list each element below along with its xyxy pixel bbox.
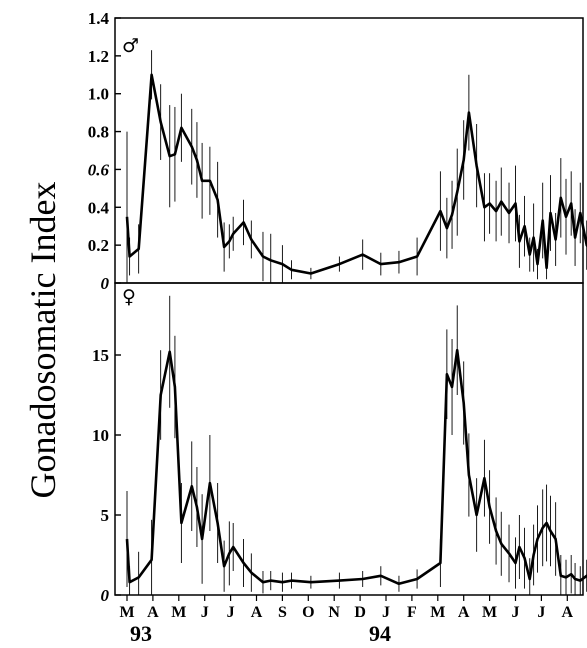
y-axis-label: Gonadosomatic Index bbox=[23, 182, 63, 499]
x-tick-label: J bbox=[512, 604, 520, 621]
male-y-tick-label: 0.8 bbox=[88, 123, 109, 142]
female-panel-frame bbox=[114, 282, 584, 596]
male-y-tick-label: 0 bbox=[101, 274, 110, 293]
male-series bbox=[125, 50, 587, 283]
x-tick-label: N bbox=[328, 604, 340, 621]
x-tick-label: A bbox=[147, 604, 159, 621]
x-axis: MAMJJASONDJFMAMJJAS bbox=[119, 595, 574, 621]
female-symbol: ♀ bbox=[122, 286, 136, 308]
female-series bbox=[125, 295, 587, 595]
x-tick-label: A bbox=[458, 604, 470, 621]
male-y-tick-label: 0.2 bbox=[88, 236, 109, 255]
x-tick-label: D bbox=[354, 604, 366, 621]
male-y-tick-label: 0.4 bbox=[88, 198, 110, 217]
male-y-tick-label: 1.2 bbox=[88, 47, 109, 66]
female-y-tick-label: 0 bbox=[101, 586, 110, 605]
x-tick-label: F bbox=[407, 604, 417, 621]
male-symbol: ♂ bbox=[122, 35, 139, 57]
female-gsi-line bbox=[125, 348, 587, 586]
male-gsi-line bbox=[125, 73, 587, 275]
male-y-tick-label: 0.6 bbox=[88, 160, 110, 179]
male-panel: ♂ 0 0.2 0.4 0.6 0.8 1.0 1.2 1.4 bbox=[88, 9, 587, 293]
x-tick-label: A bbox=[562, 604, 574, 621]
x-tick-label: J bbox=[537, 604, 545, 621]
x-tick-label: J bbox=[382, 604, 390, 621]
x-tick-label: A bbox=[251, 604, 263, 621]
x-tick-label: M bbox=[482, 604, 497, 621]
female-y-tick-label: 15 bbox=[92, 346, 109, 365]
x-tick-label: M bbox=[430, 604, 445, 621]
female-y-ticks: 0 5 10 15 bbox=[92, 346, 121, 605]
x-tick-label: M bbox=[171, 604, 186, 621]
male-y-tick-label: 1.0 bbox=[88, 85, 109, 104]
male-panel-frame bbox=[114, 17, 584, 284]
female-y-tick-label: 10 bbox=[92, 426, 109, 445]
x-tick-label: J bbox=[227, 604, 235, 621]
male-y-ticks: 0 0.2 0.4 0.6 0.8 1.0 1.2 1.4 bbox=[88, 9, 121, 293]
male-y-tick-label: 1.4 bbox=[88, 9, 110, 28]
x-tick-label: O bbox=[302, 604, 314, 621]
year-label-93: 93 bbox=[130, 621, 152, 646]
x-tick-label: J bbox=[201, 604, 209, 621]
x-tick-label: M bbox=[119, 604, 134, 621]
female-panel: ♀ 0 5 10 15 bbox=[92, 282, 587, 605]
female-y-tick-label: 5 bbox=[101, 506, 110, 525]
year-label-94: 94 bbox=[369, 621, 391, 646]
x-tick-label: S bbox=[278, 604, 287, 621]
